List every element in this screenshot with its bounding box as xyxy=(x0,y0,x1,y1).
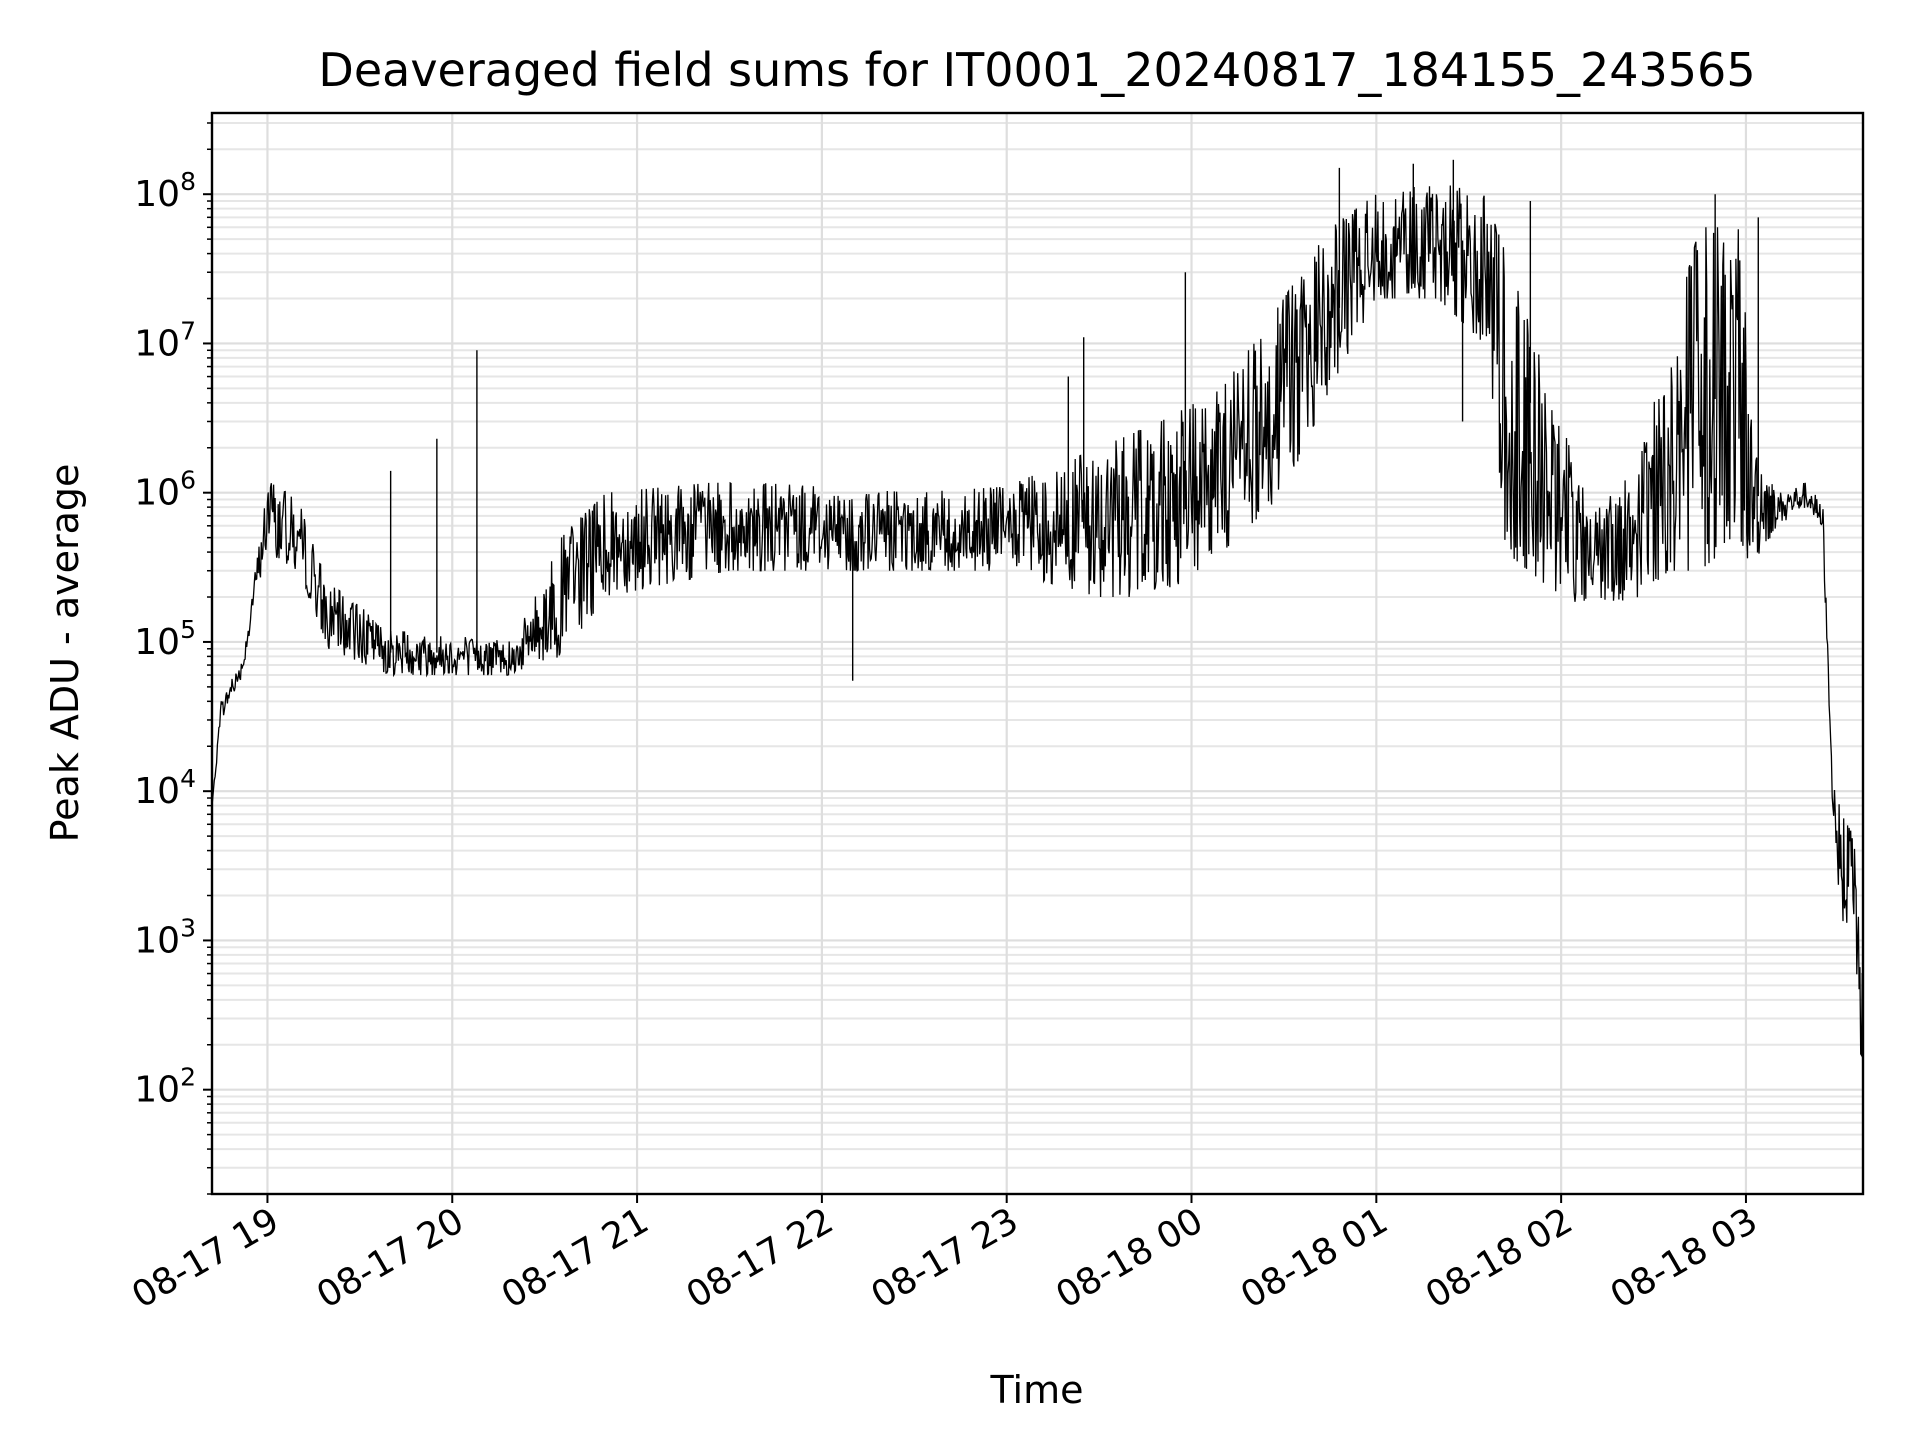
plot-frame xyxy=(210,111,1865,1196)
y-tick-label: 102 xyxy=(134,1063,196,1111)
y-axis: 102 103 104 105 106 107 108 xyxy=(134,122,212,1195)
y-axis-label: Peak ADU - average xyxy=(43,464,87,843)
chart-title: Deaveraged field sums for IT0001_2024081… xyxy=(318,43,1755,97)
y-tick-label: 106 xyxy=(134,466,196,514)
y-tick-label: 108 xyxy=(134,167,196,215)
series-group xyxy=(211,159,1864,1135)
x-axis-label: Time xyxy=(990,1368,1084,1412)
series-line xyxy=(211,185,1864,1135)
y-tick-label: 104 xyxy=(134,764,196,812)
y-tick-label: 103 xyxy=(134,913,196,961)
y-tick-label: 107 xyxy=(134,316,196,364)
y-tick-label: 105 xyxy=(134,615,196,663)
